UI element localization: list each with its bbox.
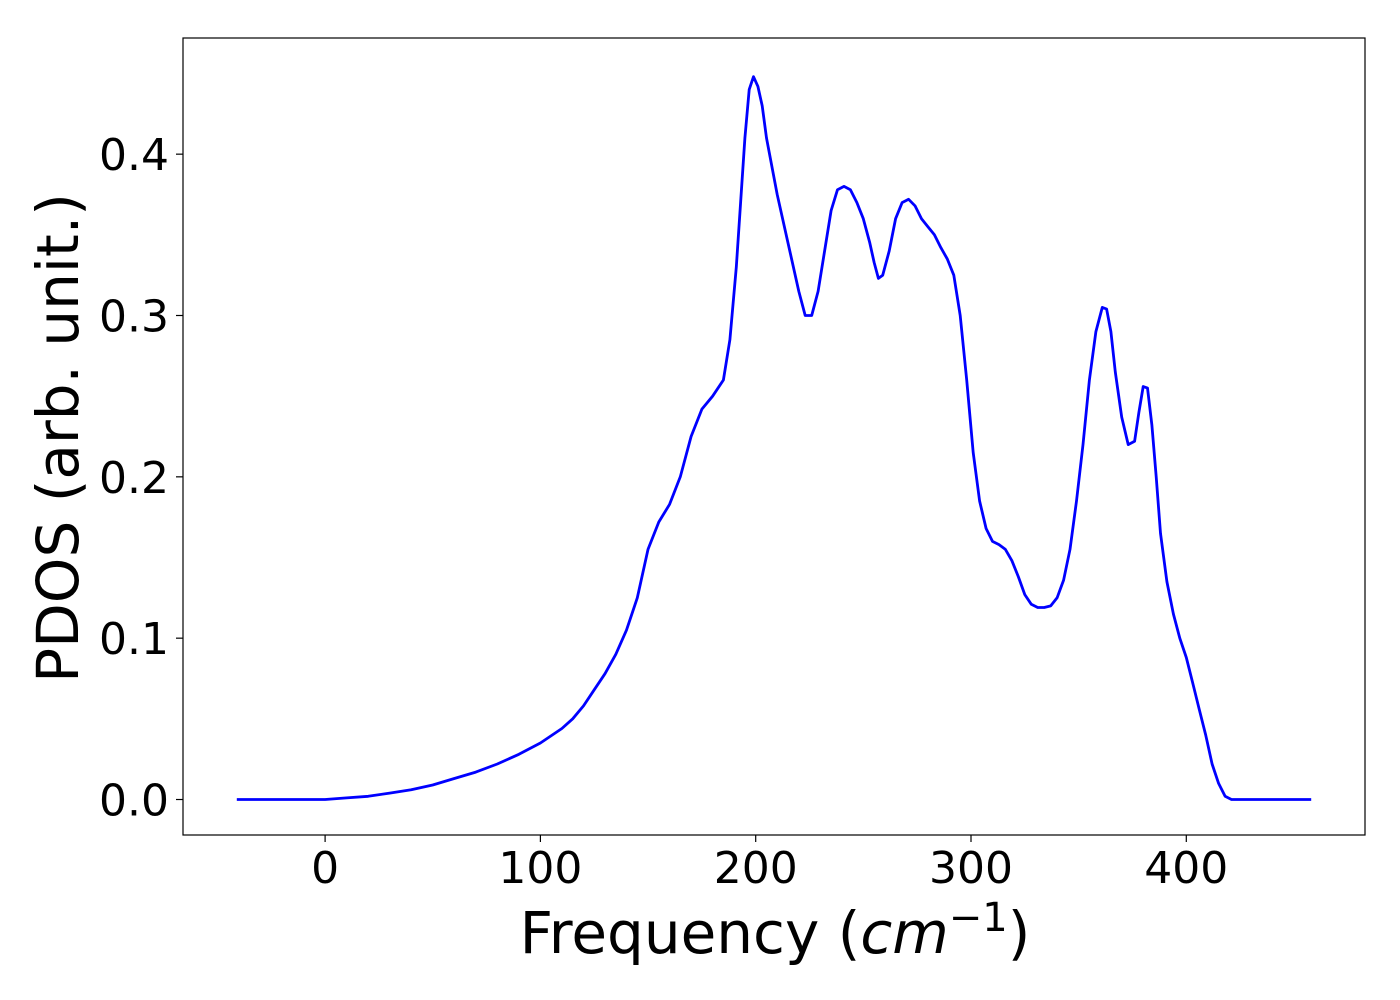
x-tick-label: 200 (714, 843, 798, 894)
x-axis-title-close: ) (1008, 899, 1031, 967)
x-tick-label: 100 (498, 843, 582, 894)
y-tick-label: 0.3 (99, 291, 169, 342)
plot-area (182, 37, 1366, 836)
y-tick-label: 0.4 (99, 130, 169, 181)
x-axis-title: Frequency (cm−1) (520, 895, 1031, 967)
x-axis-title-unit: cm (860, 899, 948, 967)
y-tick-label: 0.0 (99, 776, 169, 827)
x-tick-label: 300 (929, 843, 1013, 894)
series-line-0 (236, 75, 1312, 801)
x-axis-title-text: Frequency ( (520, 899, 861, 967)
y-tick-label: 0.1 (99, 614, 169, 665)
x-tick-label: 0 (311, 843, 339, 894)
y-tick-label: 0.2 (99, 453, 169, 504)
y-axis-title: PDOS (arb. unit.) (24, 193, 92, 683)
x-axis-title-exponent: −1 (949, 895, 1008, 941)
axes-frame (182, 37, 1366, 836)
x-tick-label: 400 (1144, 843, 1228, 894)
axis-ticks: 0 100 200 300 400 0.0 0.1 0.2 0.3 0.4 (99, 130, 1228, 894)
